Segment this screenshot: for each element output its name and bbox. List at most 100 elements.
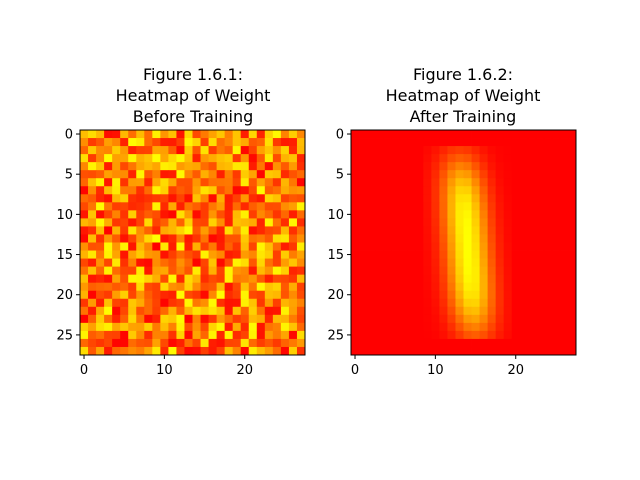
heatmap-cell — [248, 178, 258, 187]
heatmap-cell — [511, 226, 521, 235]
heatmap-cell — [136, 234, 145, 243]
heatmap-cell — [200, 298, 209, 308]
heatmap-cell — [120, 130, 129, 139]
heatmap-cell — [407, 226, 416, 235]
heatmap-cell — [383, 226, 392, 235]
heatmap-cell — [431, 210, 440, 219]
heatmap-cell — [495, 154, 505, 163]
heatmap-cell — [208, 298, 218, 308]
heatmap-cell — [136, 242, 145, 251]
heatmap-cell — [543, 178, 553, 187]
heatmap-cell — [136, 266, 145, 276]
heatmap-cell — [367, 266, 376, 276]
heatmap-cell — [535, 330, 545, 340]
heatmap-cell — [80, 314, 89, 324]
heatmap-cell — [112, 298, 121, 308]
heatmap-cell — [208, 322, 218, 332]
heatmap-cell — [184, 338, 193, 348]
heatmap-cell — [415, 242, 424, 251]
heatmap-cell — [184, 162, 193, 171]
heatmap-cell — [543, 210, 553, 219]
heatmap-cell — [248, 202, 258, 211]
heatmap-cell — [224, 138, 234, 147]
heatmap-cell — [248, 162, 258, 171]
chart-title-line: Before Training — [133, 107, 254, 126]
heatmap-cell — [256, 130, 266, 139]
heatmap-cell — [216, 154, 226, 163]
heatmap-cell — [80, 338, 89, 348]
heatmap-cell — [431, 306, 440, 316]
heatmap-cell — [415, 170, 424, 179]
heatmap-cell — [104, 266, 113, 276]
heatmap-cell — [503, 298, 513, 308]
heatmap-cell — [423, 146, 432, 155]
heatmap-cell — [144, 234, 153, 243]
heatmap-cell — [216, 242, 226, 251]
heatmap-cell — [359, 346, 368, 356]
heatmap-cell — [296, 138, 306, 147]
heatmap-cell — [288, 330, 298, 340]
heatmap-cell — [535, 138, 545, 147]
heatmap-cell — [280, 258, 290, 268]
heatmap-cell — [120, 162, 129, 171]
heatmap-cell — [192, 338, 201, 348]
heatmap-cell — [200, 178, 209, 187]
heatmap-cell — [551, 306, 561, 316]
heatmap-cell — [112, 322, 121, 332]
heatmap-cell — [439, 130, 448, 139]
heatmap-cell — [463, 322, 472, 332]
heatmap-cell — [447, 242, 456, 251]
heatmap-cell — [144, 226, 153, 235]
heatmap-cell — [184, 266, 193, 276]
heatmap-cell — [527, 282, 537, 292]
heatmap-cell — [88, 170, 97, 179]
heatmap-cell — [128, 186, 137, 195]
heatmap-cell — [423, 282, 432, 292]
heatmap-cell — [144, 154, 153, 163]
heatmap-cell — [359, 138, 368, 147]
heatmap-cell — [423, 314, 432, 324]
heatmap-cell — [567, 218, 577, 227]
heatmap-cell — [567, 234, 577, 243]
heatmap-cell — [535, 266, 545, 276]
heatmap-cell — [240, 226, 250, 235]
heatmap-cell — [375, 234, 384, 243]
heatmap-cell — [176, 194, 185, 203]
heatmap-cell — [383, 266, 392, 276]
heatmap-cell — [527, 322, 537, 332]
heatmap-cell — [120, 234, 129, 243]
heatmap-cell — [351, 250, 360, 259]
heatmap-cell — [399, 346, 408, 356]
heatmap-cell — [415, 282, 424, 292]
heatmap-cell — [415, 178, 424, 187]
heatmap-cell — [495, 290, 505, 300]
heatmap-cell — [463, 186, 472, 195]
heatmap-cell — [511, 274, 521, 284]
heatmap-cell — [152, 202, 161, 211]
heatmap-cell — [367, 138, 376, 147]
heatmap-cell — [439, 218, 448, 227]
heatmap-cell — [120, 210, 129, 219]
heatmap-cell — [288, 250, 298, 259]
heatmap-cell — [112, 258, 121, 268]
heatmap-cell — [200, 282, 209, 292]
heatmap-cell — [200, 170, 209, 179]
heatmap-cell — [240, 306, 250, 316]
heatmap-cell — [192, 258, 201, 268]
heatmap-cell — [359, 186, 368, 195]
heatmap-cell — [176, 266, 185, 276]
heatmap-cell — [511, 138, 521, 147]
heatmap-cell — [296, 218, 306, 227]
heatmap-cell — [439, 250, 448, 259]
heatmap-cell — [200, 290, 209, 300]
heatmap-cell — [407, 338, 416, 348]
heatmap-cell — [80, 202, 89, 211]
heatmap-cell — [399, 274, 408, 284]
heatmap-cell — [471, 162, 480, 171]
heatmap-cell — [112, 162, 121, 171]
heatmap-cell — [391, 202, 400, 211]
heatmap-cell — [192, 154, 201, 163]
heatmap-cell — [120, 186, 129, 195]
heatmap-cell — [248, 226, 258, 235]
